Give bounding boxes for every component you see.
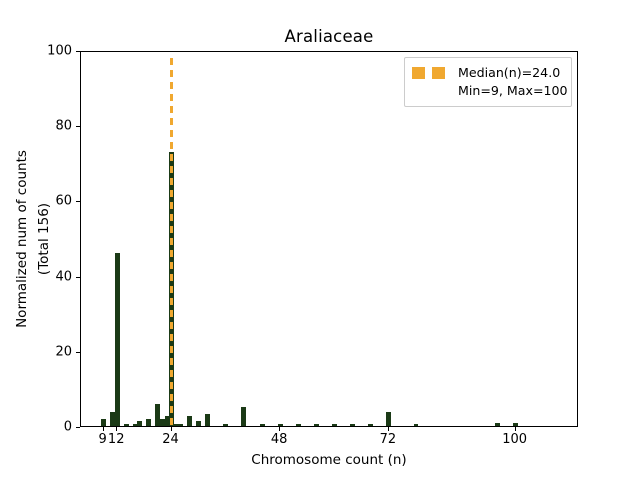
y-tick-label: 0 [63,419,72,435]
legend: Median(n)=24.0 Min=9, Max=100 [404,57,572,107]
bar [101,418,107,426]
dashed-line-icon [412,66,450,79]
x-tick-mark [387,427,389,431]
bar [178,423,184,426]
x-tick-label: 48 [270,432,288,447]
bar [259,424,265,426]
bar [164,416,170,426]
x-tick-mark [514,427,516,431]
plot-area [80,51,578,427]
x-tick-mark [170,427,172,431]
x-tick-label: 9 [98,432,107,447]
chart-title: Araliaceae [284,27,374,46]
y-tick-label: 80 [55,118,72,134]
bar [205,413,211,426]
bar [386,411,392,426]
x-tick-label: 72 [379,432,397,447]
bar [313,423,319,426]
x-tick-label: 100 [502,432,528,447]
bar [350,424,356,426]
bar [223,423,229,426]
legend-row-median: Median(n)=24.0 [412,64,564,82]
bar [123,424,129,426]
x-tick-mark [116,427,118,431]
bar [332,424,337,426]
y-tick-mark [76,427,80,429]
bar [368,423,374,426]
bar [196,421,202,426]
bar [160,418,165,426]
y-axis-label: Normalized num of counts [14,150,30,328]
bar [187,416,193,426]
median-line [169,58,174,426]
bar [413,424,419,426]
y-tick-label: 40 [55,269,72,285]
bar [277,423,283,426]
y-tick-mark [76,51,80,53]
y-axis-label-group: Normalized num of counts (Total 156) [0,0,52,480]
y-tick-label: 100 [47,43,72,59]
bar [155,404,161,426]
bar [495,422,500,426]
bar [114,253,120,426]
y-tick-mark [76,201,80,203]
y-tick-mark [76,126,80,128]
bar [295,424,301,426]
y-tick-label: 20 [55,344,72,360]
bar [110,411,116,426]
y-tick-mark [76,351,80,353]
x-tick-label: 24 [162,432,179,447]
x-tick-mark [102,427,104,431]
legend-row-minmax: Min=9, Max=100 [412,82,568,100]
bar [132,423,138,426]
y-tick-label: 60 [55,193,72,209]
legend-label-minmax: Min=9, Max=100 [458,82,568,98]
bar [241,406,247,426]
bar [513,422,519,426]
x-tick-label: 12 [107,432,125,447]
bar [173,423,179,426]
y-axis-label-total: (Total 156) [36,202,52,276]
x-tick-mark [279,427,281,431]
legend-label-median: Median(n)=24.0 [458,65,561,80]
y-tick-mark [76,276,80,278]
x-axis-label: Chromosome count (n) [251,452,407,468]
bar [146,418,152,426]
bar [137,421,143,426]
